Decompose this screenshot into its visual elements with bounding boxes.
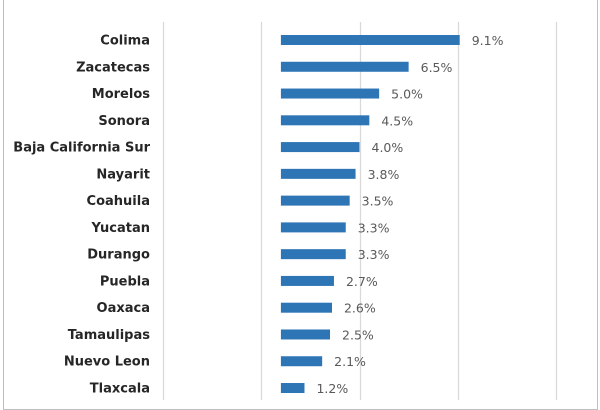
- data-label: 2.7%: [346, 274, 378, 289]
- bar: [280, 329, 331, 340]
- category-label: Coahuila: [87, 194, 150, 209]
- data-label: 9.1%: [472, 33, 504, 48]
- data-label: 4.5%: [381, 113, 413, 128]
- data-label: 3.5%: [362, 194, 394, 209]
- data-label: 3.3%: [358, 247, 390, 262]
- bar: [280, 35, 460, 45]
- bar: [280, 222, 346, 233]
- bar: [280, 142, 360, 153]
- data-label: 3.3%: [358, 220, 390, 235]
- category-label: Zacatecas: [76, 60, 150, 75]
- bar: [280, 275, 334, 286]
- bar: [280, 168, 356, 179]
- bar: [280, 115, 370, 126]
- data-label: 2.5%: [342, 327, 374, 342]
- category-label: Tlaxcala: [90, 382, 150, 397]
- category-label: Baja California Sur: [13, 141, 150, 156]
- data-label: 1.2%: [316, 381, 348, 396]
- category-label: Nuevo Leon: [64, 355, 150, 370]
- data-label: 6.5%: [421, 60, 453, 75]
- category-label: Morelos: [92, 87, 150, 102]
- bar: [280, 356, 323, 367]
- category-label: Sonora: [98, 114, 150, 129]
- category-label: Colima: [100, 34, 150, 49]
- data-label: 2.1%: [334, 354, 366, 369]
- category-label: Yucatan: [91, 221, 150, 236]
- category-label: Oaxaca: [97, 301, 150, 316]
- data-label: 5.0%: [391, 87, 423, 102]
- data-label: 4.0%: [372, 140, 404, 155]
- data-label: 3.8%: [368, 167, 400, 182]
- bar: [280, 249, 346, 260]
- bar: [280, 195, 350, 206]
- bar-chart: Colima 9.1% Zacatecas 6.5% Morelos 5.0% Sonora…: [13, 22, 558, 400]
- bar: [280, 383, 305, 394]
- bar: [280, 61, 409, 72]
- bar: [280, 302, 332, 313]
- bar: [280, 88, 380, 99]
- category-label: Durango: [87, 248, 150, 263]
- category-label: Tamaulipas: [68, 328, 151, 343]
- data-label: 2.6%: [344, 301, 376, 316]
- category-label: Puebla: [100, 274, 150, 289]
- category-label: Nayarit: [96, 167, 150, 182]
